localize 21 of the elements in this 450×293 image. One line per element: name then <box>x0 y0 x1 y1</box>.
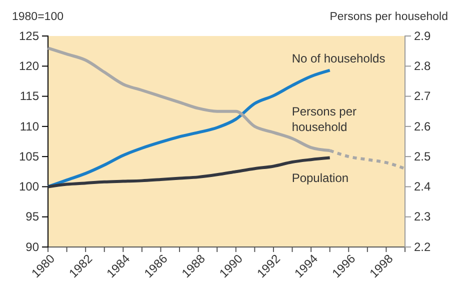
y-tick-label: 110 <box>20 119 40 134</box>
y-tick-label: 125 <box>18 28 40 43</box>
y-tick-label: 100 <box>18 180 40 194</box>
y2-tick-label: 2.5 <box>414 149 432 164</box>
y-tick-label: 105 <box>18 149 40 164</box>
y2-tick-label: 2.3 <box>414 210 432 224</box>
y-tick-label: 120 <box>18 58 40 73</box>
y2-axis-title: Persons per household <box>330 11 448 23</box>
series-label: Population <box>292 170 349 185</box>
y-tick-label: 115 <box>20 89 40 104</box>
y2-tick-label: 2.9 <box>414 28 432 43</box>
y2-tick-label: 2.2 <box>414 240 432 254</box>
y2-tick-label: 2.4 <box>414 180 432 194</box>
series-label: Persons per household <box>292 104 357 134</box>
y-axis-title: 1980=100 <box>12 11 64 23</box>
y2-tick-label: 2.7 <box>414 89 432 104</box>
y2-tick-label: 2.6 <box>414 119 432 134</box>
y-tick-label: 95 <box>26 210 40 224</box>
y-tick-label: 90 <box>26 240 40 254</box>
series-label: No of households <box>292 51 386 66</box>
y2-tick-label: 2.8 <box>414 58 432 73</box>
